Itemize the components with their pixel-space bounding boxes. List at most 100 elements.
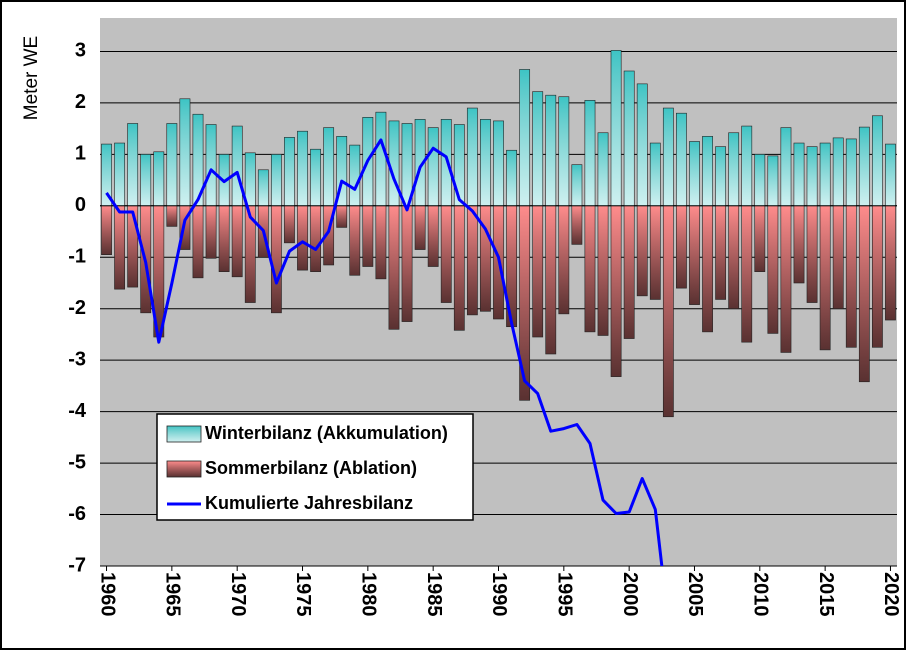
bar bbox=[375, 205, 387, 280]
bar bbox=[610, 205, 622, 377]
bar bbox=[728, 205, 740, 310]
bar bbox=[414, 205, 426, 250]
bar bbox=[767, 155, 779, 207]
bar bbox=[532, 91, 544, 207]
bar bbox=[179, 98, 191, 207]
bar bbox=[244, 152, 256, 207]
bar bbox=[231, 125, 243, 207]
bar bbox=[872, 115, 883, 207]
bar bbox=[754, 205, 766, 272]
bar bbox=[192, 205, 204, 279]
bar bbox=[270, 154, 282, 207]
bar bbox=[140, 154, 152, 207]
y-tick-label: -2 bbox=[68, 297, 86, 319]
bar bbox=[480, 119, 491, 207]
y-tick-label: 3 bbox=[75, 40, 86, 62]
bar bbox=[806, 146, 818, 207]
y-tick-label: -5 bbox=[68, 451, 86, 473]
bar bbox=[427, 205, 439, 267]
y-tick-label: -3 bbox=[68, 348, 86, 370]
bar bbox=[401, 205, 413, 322]
bar bbox=[545, 94, 557, 207]
x-tick-label: 2010 bbox=[750, 572, 772, 617]
bar bbox=[754, 154, 766, 207]
legend-label: Kumulierte Jahresbilanz bbox=[205, 493, 413, 513]
bar bbox=[649, 142, 661, 207]
bar bbox=[571, 164, 583, 207]
y-tick-label: 2 bbox=[75, 91, 86, 113]
bar bbox=[375, 111, 387, 207]
y-tick-label: -7 bbox=[68, 554, 86, 576]
bar bbox=[702, 205, 713, 333]
bar bbox=[819, 142, 831, 207]
bar bbox=[297, 130, 308, 207]
bar bbox=[205, 205, 217, 259]
bar bbox=[767, 205, 779, 334]
bar bbox=[885, 143, 896, 207]
bar bbox=[676, 112, 687, 207]
bar bbox=[127, 205, 139, 288]
bar bbox=[453, 205, 465, 331]
x-tick-label: 1960 bbox=[96, 572, 118, 617]
bar bbox=[676, 205, 687, 289]
bar bbox=[623, 205, 635, 339]
x-tick-label: 1970 bbox=[227, 572, 249, 617]
bar bbox=[349, 205, 361, 276]
x-tick-label: 1965 bbox=[162, 572, 184, 617]
x-tick-label: 1990 bbox=[488, 572, 510, 617]
cumulative-line bbox=[105, 138, 664, 566]
bar bbox=[284, 205, 295, 244]
x-tick-label: 2015 bbox=[815, 572, 837, 617]
bar bbox=[310, 148, 321, 207]
y-tick-label: 1 bbox=[75, 143, 86, 165]
bar bbox=[310, 205, 321, 272]
bar bbox=[127, 123, 139, 207]
bar bbox=[349, 144, 361, 207]
bar bbox=[793, 142, 805, 207]
legend-swatch bbox=[166, 460, 202, 478]
bar bbox=[662, 205, 674, 418]
bar bbox=[166, 123, 178, 207]
bar bbox=[610, 50, 622, 207]
bar bbox=[532, 205, 544, 338]
bar bbox=[466, 107, 478, 207]
bar bbox=[885, 205, 896, 321]
bar bbox=[388, 205, 400, 330]
bar bbox=[506, 149, 517, 207]
bar bbox=[218, 205, 230, 272]
bar bbox=[114, 205, 125, 290]
bar bbox=[845, 138, 857, 207]
legend-label: Sommerbilanz (Ablation) bbox=[205, 458, 417, 478]
legend-swatch bbox=[166, 425, 202, 443]
y-axis-label: Meter WE bbox=[21, 36, 42, 120]
bar bbox=[519, 69, 531, 207]
bar bbox=[806, 205, 818, 303]
bar bbox=[845, 205, 857, 348]
bar bbox=[153, 151, 165, 207]
bar bbox=[466, 205, 478, 316]
bar bbox=[715, 205, 727, 300]
bar bbox=[623, 70, 635, 207]
bar bbox=[597, 132, 609, 207]
bar bbox=[780, 127, 792, 207]
bar bbox=[323, 127, 335, 207]
bar bbox=[702, 136, 713, 207]
bar bbox=[440, 119, 452, 207]
bar bbox=[741, 205, 753, 343]
bar bbox=[205, 124, 217, 207]
bar bbox=[689, 205, 700, 305]
bar bbox=[101, 205, 112, 255]
bar bbox=[858, 205, 870, 383]
bar bbox=[780, 205, 792, 353]
bar bbox=[858, 126, 870, 207]
bar bbox=[336, 205, 348, 228]
x-tick-label: 1995 bbox=[554, 572, 576, 617]
bar bbox=[166, 205, 178, 227]
x-tick-label: 1985 bbox=[423, 572, 445, 617]
x-tick-label: 2005 bbox=[684, 572, 706, 617]
bar bbox=[297, 205, 308, 271]
bar bbox=[231, 205, 243, 278]
legend-label: Winterbilanz (Akkumulation) bbox=[205, 423, 448, 443]
y-tick-label: -6 bbox=[68, 503, 86, 525]
bar bbox=[257, 169, 269, 207]
